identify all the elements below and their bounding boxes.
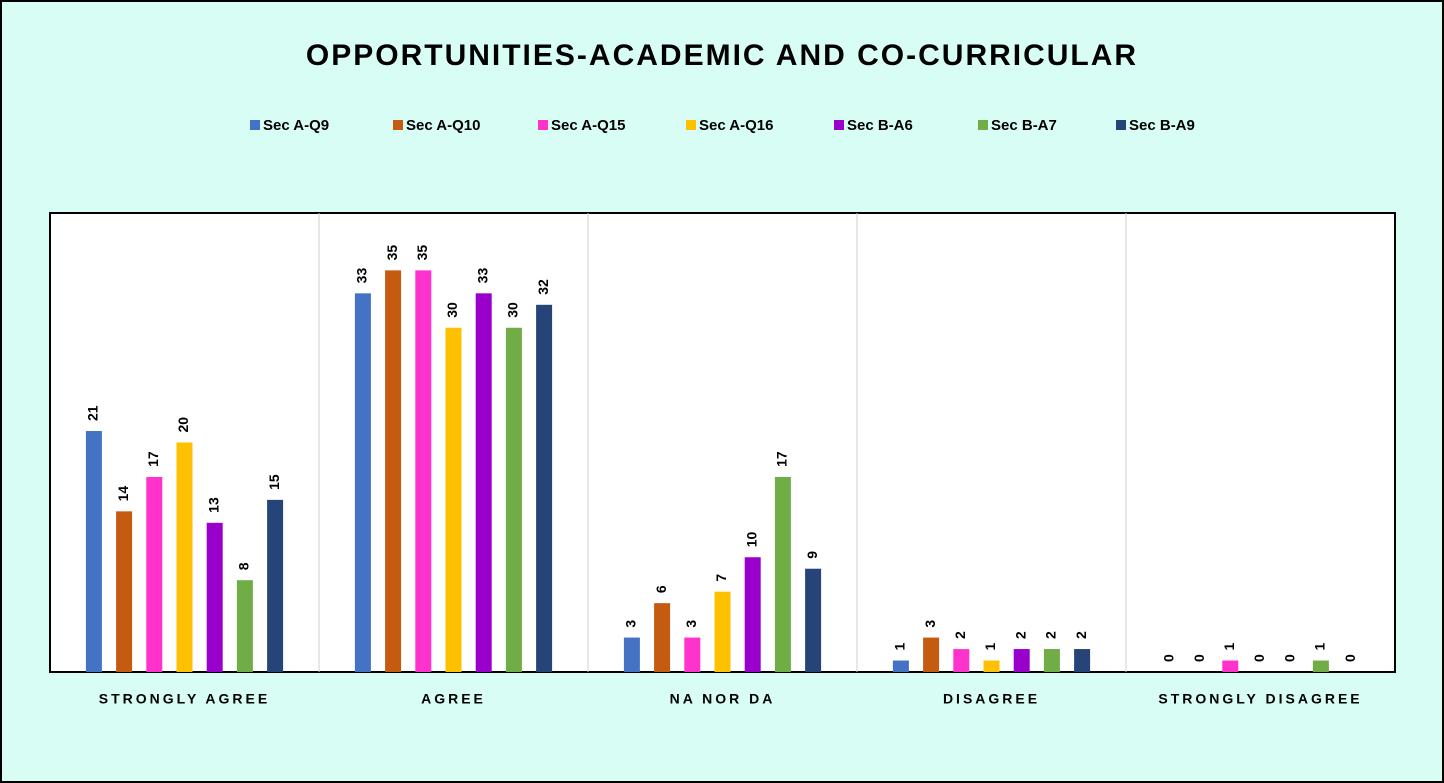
data-label: 3 <box>683 620 699 628</box>
data-label: 8 <box>236 562 252 570</box>
legend-swatch <box>538 120 548 130</box>
legend-swatch <box>686 120 696 130</box>
bar <box>385 270 402 672</box>
data-label: 32 <box>535 279 551 295</box>
data-label: 20 <box>175 417 191 433</box>
data-label: 0 <box>1191 654 1207 662</box>
data-label: 10 <box>743 531 759 547</box>
data-label: 6 <box>653 585 669 593</box>
data-label: 0 <box>1281 654 1297 662</box>
legend-swatch <box>1116 120 1126 130</box>
bar <box>206 522 223 672</box>
legend-label: Sec B-A7 <box>991 117 1057 134</box>
data-label: 2 <box>1073 631 1089 639</box>
bar <box>744 557 761 672</box>
data-label: 2 <box>1043 631 1059 639</box>
data-label: 13 <box>205 497 221 513</box>
legend-swatch <box>978 120 988 130</box>
legend-swatch <box>250 120 260 130</box>
data-label: 33 <box>354 268 370 284</box>
data-label: 3 <box>922 620 938 628</box>
bar <box>505 327 522 672</box>
data-label: 9 <box>804 551 820 559</box>
bar <box>892 660 909 672</box>
data-label: 2 <box>952 631 968 639</box>
bar <box>923 637 940 672</box>
x-tick-label: DISAGREE <box>943 691 1040 707</box>
data-label: 35 <box>414 245 430 261</box>
bar <box>536 304 553 672</box>
bar <box>1222 660 1239 672</box>
data-label: 0 <box>1342 654 1358 662</box>
legend-label: Sec A-Q9 <box>263 117 329 134</box>
data-label: 33 <box>474 268 490 284</box>
data-label: 1 <box>892 643 908 651</box>
data-label: 35 <box>384 245 400 261</box>
data-label: 14 <box>115 486 131 502</box>
data-label: 17 <box>774 451 790 467</box>
bar <box>176 442 193 672</box>
bar <box>85 431 102 672</box>
bar <box>267 499 284 672</box>
data-label: 1 <box>1312 643 1328 651</box>
legend-swatch <box>834 120 844 130</box>
legend-label: Sec A-Q16 <box>699 117 773 134</box>
data-label: 7 <box>713 574 729 582</box>
bar <box>684 637 701 672</box>
x-tick-label: AGREE <box>421 691 486 707</box>
data-label: 21 <box>85 405 101 421</box>
bar <box>1074 649 1091 672</box>
bar <box>953 649 970 672</box>
data-label: 15 <box>266 474 282 490</box>
bar <box>623 637 640 672</box>
bar <box>354 293 371 672</box>
bar <box>714 591 731 672</box>
data-label: 0 <box>1161 654 1177 662</box>
x-tick-label: STRONGLY AGREE <box>99 691 270 707</box>
legend-label: Sec B-A9 <box>1129 117 1195 134</box>
legend-label: Sec B-A6 <box>847 117 913 134</box>
data-label: 30 <box>505 302 521 318</box>
chart-title: OPPORTUNITIES-ACADEMIC AND CO-CURRICULAR <box>306 39 1138 72</box>
legend-swatch <box>393 120 403 130</box>
data-label: 1 <box>1221 643 1237 651</box>
bar <box>415 270 432 672</box>
bar <box>1043 649 1060 672</box>
legend-label: Sec A-Q10 <box>406 117 480 134</box>
x-tick-label: NA NOR DA <box>670 691 776 707</box>
bar <box>236 580 253 672</box>
legend-label: Sec A-Q15 <box>551 117 625 134</box>
bar <box>146 476 163 672</box>
bar <box>983 660 1000 672</box>
bar <box>1013 649 1030 672</box>
data-label: 1 <box>982 643 998 651</box>
data-label: 30 <box>444 302 460 318</box>
bar <box>654 603 671 672</box>
bar <box>445 327 462 672</box>
data-label: 0 <box>1251 654 1267 662</box>
data-label: 2 <box>1012 631 1028 639</box>
data-label: 17 <box>145 451 161 467</box>
x-tick-label: STRONGLY DISAGREE <box>1158 691 1362 707</box>
bar <box>1312 660 1329 672</box>
bar <box>805 568 822 672</box>
bar <box>475 293 492 672</box>
bar <box>116 511 133 672</box>
bar <box>774 476 791 672</box>
data-label: 3 <box>623 620 639 628</box>
